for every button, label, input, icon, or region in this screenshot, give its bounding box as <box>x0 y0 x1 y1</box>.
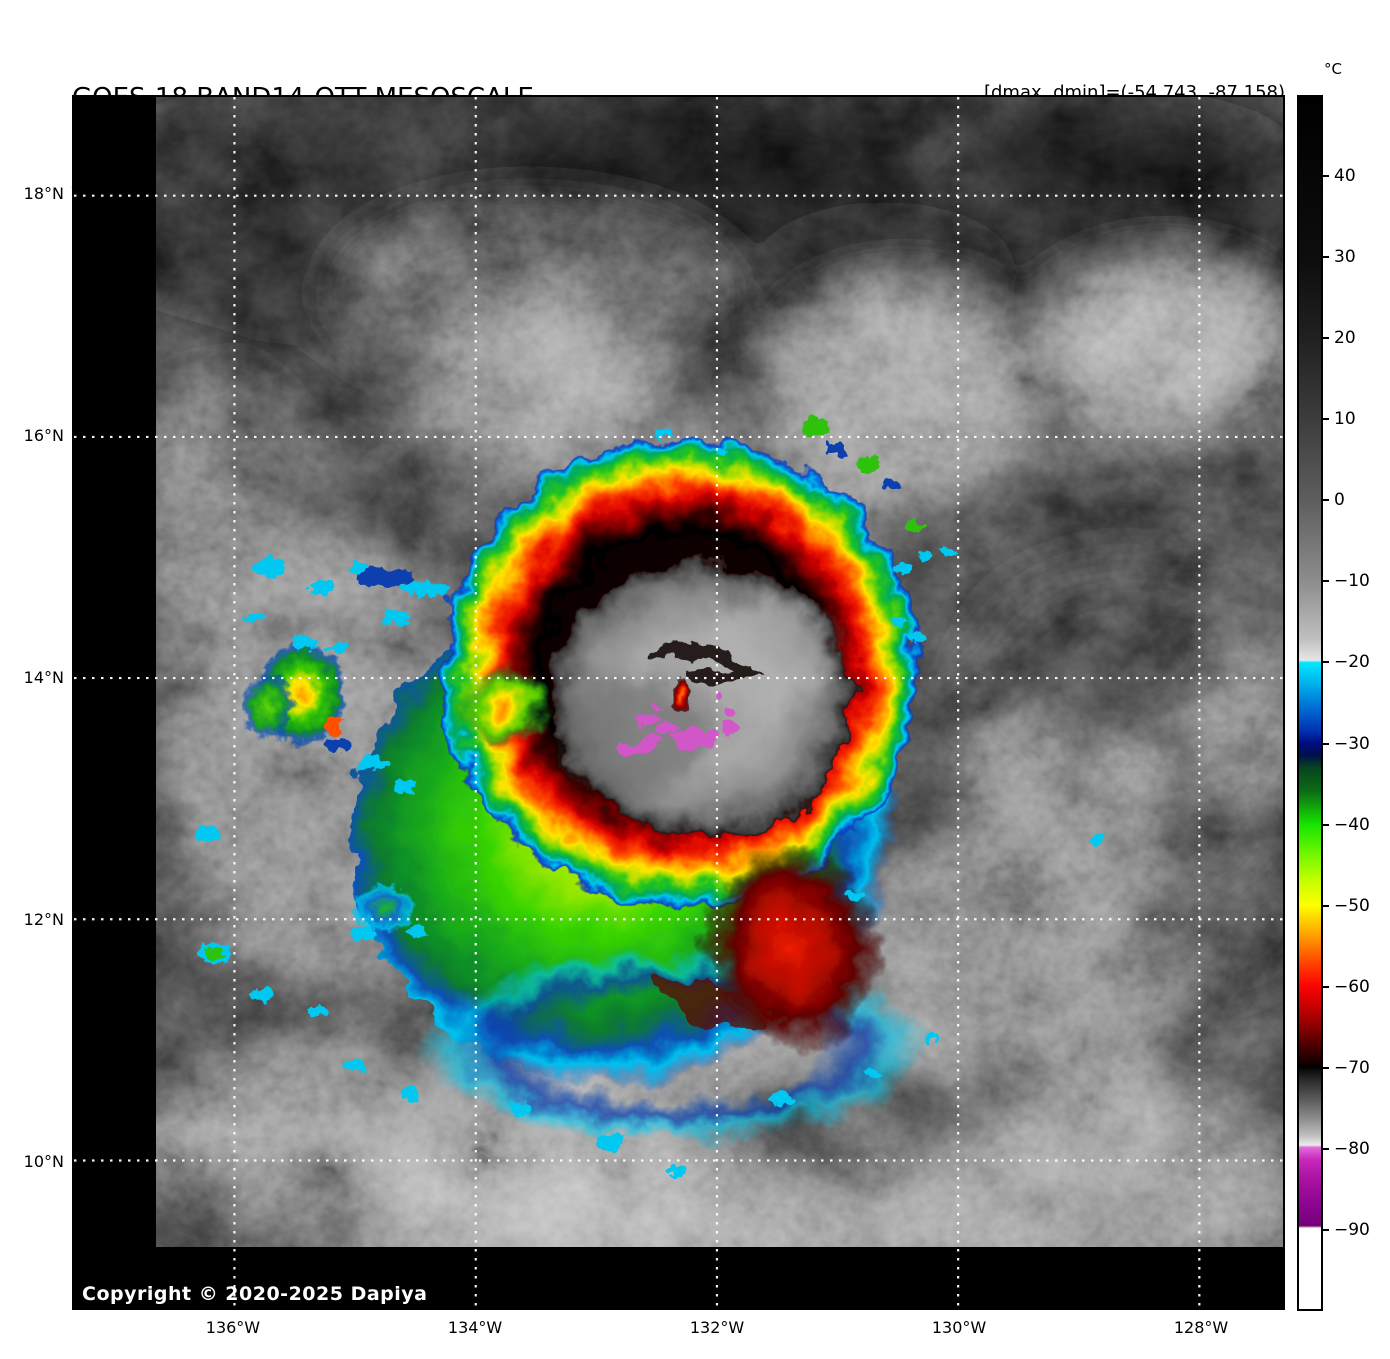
colorbar-tick-label: −90 <box>1334 1219 1370 1240</box>
colorbar-unit-label: °C <box>1324 60 1342 78</box>
colorbar-tick-label: 10 <box>1334 409 1356 430</box>
colorbar-tick <box>1323 337 1329 340</box>
no-data-left-strip <box>74 97 156 1308</box>
colorbar-tick <box>1323 823 1329 826</box>
colorbar-tick <box>1323 580 1329 583</box>
hurricane-kiko-overlay <box>196 418 1103 1175</box>
eye-warm-spot <box>670 682 692 714</box>
colorbar-tick <box>1323 904 1329 907</box>
lat-tick-label: 16°N <box>23 426 64 446</box>
satellite-map-axes: Copyright © 2020-2025 Dapiya <box>72 95 1285 1310</box>
colorbar-tick-label: −80 <box>1334 1138 1370 1159</box>
lon-tick-label: 134°W <box>447 1318 503 1337</box>
colorbar-tick <box>1323 985 1329 988</box>
lat-tick-label: 14°N <box>23 667 64 687</box>
outer-band-fragments <box>196 418 1103 1175</box>
no-data-bottom-strip <box>74 1247 1283 1308</box>
lat-tick-label: 18°N <box>23 184 64 204</box>
colorbar-tick-label: −30 <box>1334 733 1370 754</box>
colorbar-tick <box>1323 499 1329 502</box>
colorbar-tick-label: 30 <box>1334 247 1356 268</box>
lon-tick-label: 136°W <box>205 1318 261 1337</box>
colorbar-tick-label: −60 <box>1334 976 1370 997</box>
copyright-text: Copyright © 2020-2025 Dapiya <box>82 1283 428 1305</box>
overshooting-top-markers <box>621 695 742 753</box>
lon-tick-label: 130°W <box>931 1318 987 1337</box>
colorbar-tick <box>1323 1147 1329 1150</box>
temperature-colorbar <box>1297 95 1323 1311</box>
colorbar-tick <box>1323 1066 1329 1069</box>
lon-tick-label: 128°W <box>1173 1318 1229 1337</box>
colorbar-tick-label: −10 <box>1334 571 1370 592</box>
colorbar-tick <box>1323 661 1329 664</box>
colorbar-tick-label: −20 <box>1334 652 1370 673</box>
colorbar-tick <box>1323 742 1329 745</box>
satellite-image <box>74 97 1283 1308</box>
lon-tick-label: 132°W <box>689 1318 745 1337</box>
colorbar-tick <box>1323 256 1329 259</box>
lat-tick-label: 12°N <box>23 909 64 929</box>
colorbar-tick-label: 40 <box>1334 166 1356 187</box>
colorbar-gradient <box>1299 97 1321 1309</box>
colorbar-tick-label: −40 <box>1334 814 1370 835</box>
colorbar-tick <box>1323 175 1329 178</box>
colorbar-tick <box>1323 1228 1329 1231</box>
colorbar-tick-label: −70 <box>1334 1057 1370 1078</box>
colorbar-tick-label: −50 <box>1334 895 1370 916</box>
colorbar-tick-label: 0 <box>1334 490 1345 511</box>
colorbar-tick <box>1323 418 1329 421</box>
lat-tick-label: 10°N <box>23 1152 64 1171</box>
colorbar-tick-label: 20 <box>1334 328 1356 349</box>
latlon-gridlines <box>74 97 1283 1308</box>
